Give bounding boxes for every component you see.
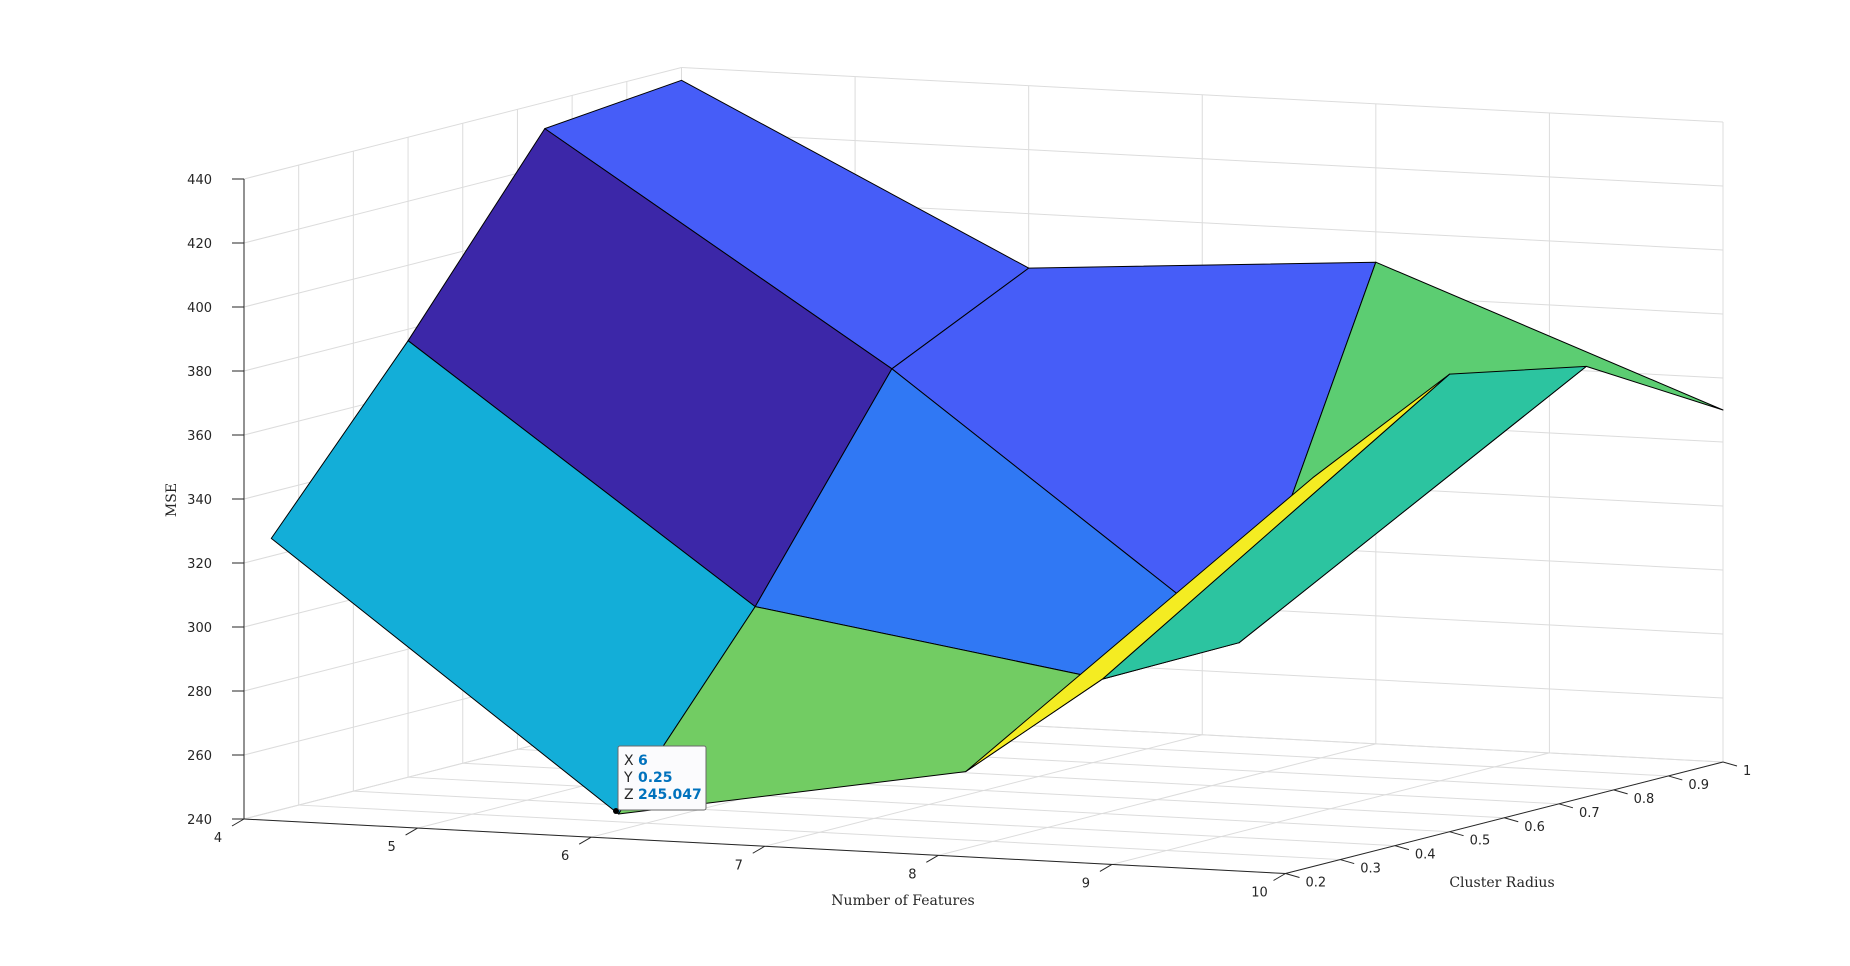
y-tick-label: 0.7 [1579,806,1600,821]
y-grid-floor [408,776,1450,833]
data-tip-x-key: X [624,753,634,769]
y-grid-floor [353,790,1395,847]
y-tick-label: 0.2 [1306,876,1327,891]
x-tick-label: 7 [735,858,743,873]
y-axis-title: Cluster Radius [1449,875,1554,891]
x-tick-label: 5 [387,840,395,855]
z-grid-back-wall [681,67,1724,123]
data-tip-z-value: 245.047 [638,787,702,803]
z-tick-label: 340 [187,493,212,508]
y-tick-mark [1449,831,1464,837]
ticks-layer: 4 5 6 7 8 9 10 0.2 0.3 0.4 0.5 0.6 0.7 0.8 0.9 1 240 260 2… [187,173,1751,901]
x-tick-mark [405,827,418,836]
surface-layer[interactable] [270,79,1724,815]
z-tick-label: 240 [187,813,212,828]
z-tick-label: 300 [187,621,212,636]
x-tick-mark [1273,873,1286,881]
z-tick-label: 420 [187,237,212,252]
x-tick-label: 10 [1251,886,1268,901]
y-tick-mark [1722,761,1738,767]
y-tick-label: 0.6 [1524,820,1545,835]
y-tick-mark [1504,817,1519,823]
y-tick-mark [1285,873,1300,878]
z-tick-label: 380 [187,365,212,380]
z-tick-label: 280 [187,685,212,700]
x-tick-mark [1099,863,1113,872]
y-grid-floor [298,804,1341,861]
surface-patch-2-0[interactable] [965,373,1451,773]
z-tick-label: 260 [187,749,212,764]
data-tip-y-key: Y [623,770,633,786]
x-tick-label: 6 [561,849,569,864]
z-tick-label: 440 [187,173,212,188]
y-tick-label: 0.5 [1470,834,1491,849]
y-tick-mark [1613,789,1628,795]
y-tick-label: 0.8 [1634,792,1655,807]
x-tick-mark [231,818,245,827]
x-tick-label: 9 [1082,876,1090,891]
y-tick-mark [1340,859,1355,865]
z-tick-label: 400 [187,301,212,316]
z-tick-label: 320 [187,557,212,572]
y-tick-mark [1668,775,1683,781]
data-tip-x-value: 6 [638,753,648,769]
z-grid-back-wall [681,131,1724,187]
data-tip[interactable]: X 6 Y 0.25 Z 245.047 [613,745,707,814]
z-axis-title: MSE [164,483,180,517]
x-tick-label: 4 [214,831,222,846]
y-tick-label: 0.9 [1688,778,1709,793]
data-tip-y-value: 0.25 [638,770,673,786]
x-axis-title: Number of Features [831,893,974,909]
y-tick-label: 1 [1743,764,1751,779]
x-tick-mark [926,854,939,863]
y-tick-label: 0.3 [1360,862,1381,877]
z-tick-label: 360 [187,429,212,444]
y-tick-mark [1394,845,1410,851]
y-tick-label: 0.4 [1415,848,1436,863]
data-tip-z-key: Z [624,787,634,803]
x-tick-label: 8 [908,867,916,882]
x-tick-mark [578,836,592,845]
data-tip-box [617,745,707,811]
x-tick-mark [752,845,766,854]
z-grid-side-wall [243,67,682,180]
data-tip-marker[interactable] [613,808,619,814]
y-tick-mark [1558,803,1574,809]
